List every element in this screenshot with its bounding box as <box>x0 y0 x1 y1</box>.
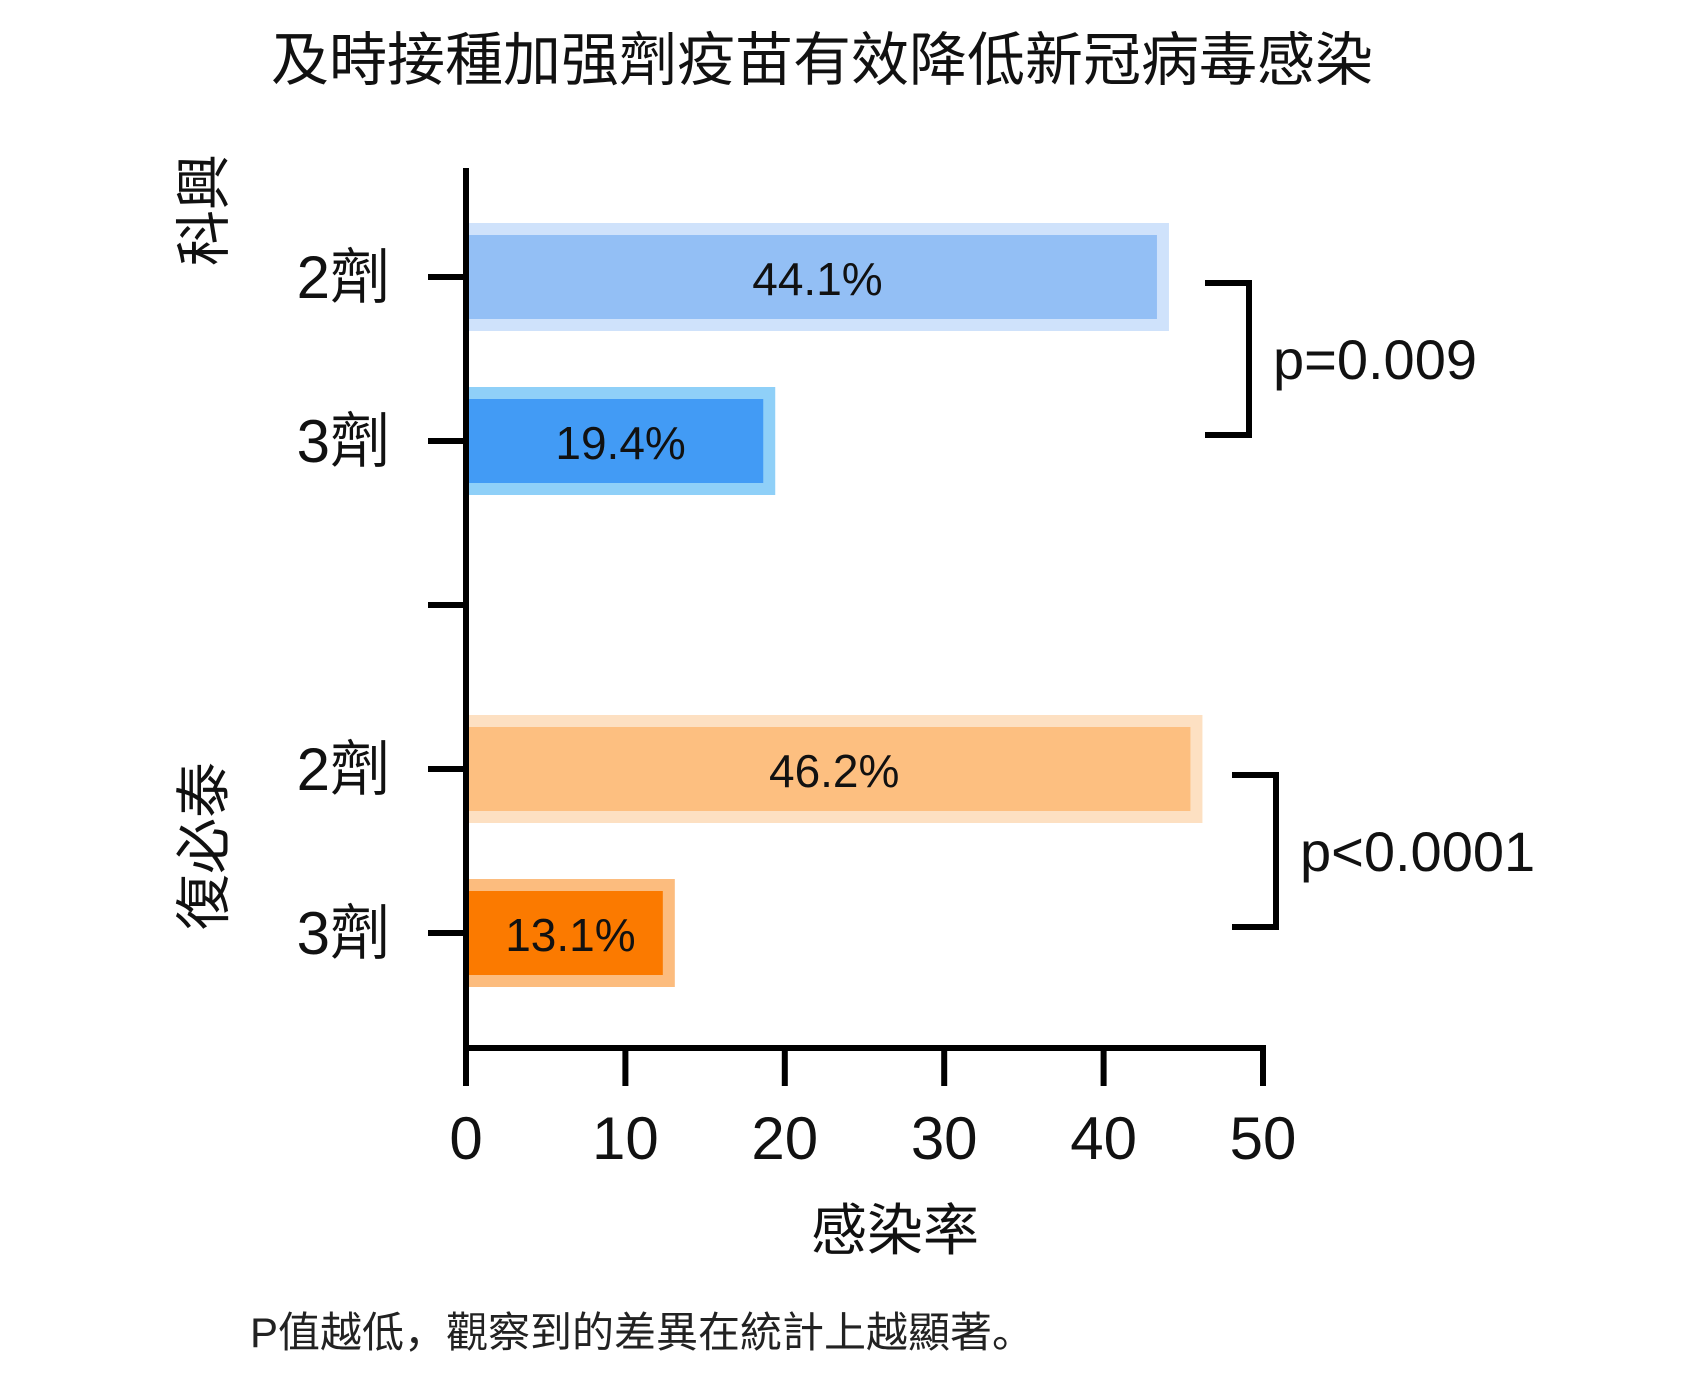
data-label: 13.1% <box>505 909 635 961</box>
chart-title: 及時接種加强劑疫苗有效降低新冠病毒感染 <box>271 28 1373 93</box>
data-label: 46.2% <box>769 745 899 797</box>
data-label: 19.4% <box>555 417 685 469</box>
footnote: P值越低，觀察到的差異在統計上越顯著。 <box>250 1309 1034 1356</box>
p-value-label: p<0.0001 <box>1300 820 1535 883</box>
data-label: 44.1% <box>752 253 882 305</box>
category-label: 3劑 <box>297 408 390 475</box>
x-tick-label: 50 <box>1230 1105 1297 1172</box>
x-axis-label: 感染率 <box>811 1199 979 1262</box>
bar <box>469 891 663 975</box>
category-label: 2劑 <box>297 736 390 803</box>
plot-area: 0 10 20 30 40 50 科興 2劑 44.1% 3劑 19.4% p=0.009 復必泰 2劑 4… <box>173 154 1536 1172</box>
significance-bracket <box>1205 280 1252 438</box>
x-tick-label: 10 <box>592 1105 659 1172</box>
group-label: 科興 <box>173 154 236 266</box>
x-tick-label: 20 <box>751 1105 818 1172</box>
category-label: 2劑 <box>297 244 390 311</box>
x-tick-label: 30 <box>911 1105 978 1172</box>
significance-bracket <box>1232 772 1279 930</box>
x-tick-label: 40 <box>1070 1105 1137 1172</box>
p-value-label: p=0.009 <box>1273 328 1477 391</box>
group-label: 復必泰 <box>173 762 236 930</box>
bar <box>469 727 1191 811</box>
bar <box>469 399 764 483</box>
x-tick-label: 0 <box>449 1105 482 1172</box>
bar <box>469 235 1157 319</box>
category-label: 3劑 <box>297 900 390 967</box>
